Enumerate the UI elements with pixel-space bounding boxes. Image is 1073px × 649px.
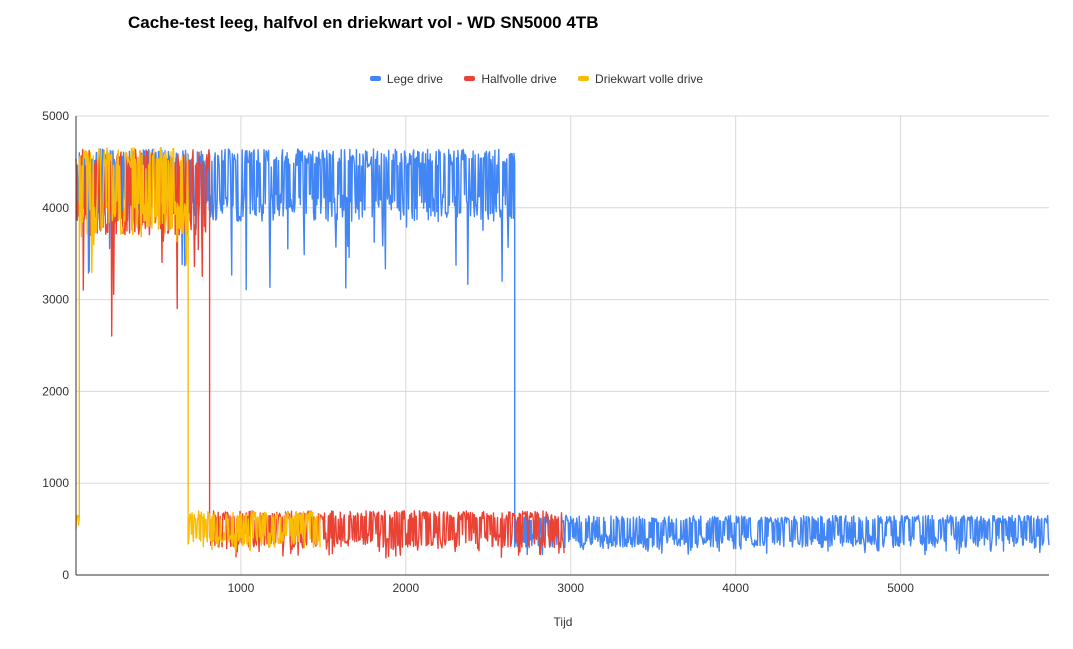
legend-label-halfvolle-drive: Halfvolle drive [481, 72, 557, 86]
y-tick-label: 3000 [42, 293, 69, 307]
y-tick-label: 2000 [42, 384, 69, 398]
plot-area [75, 146, 1050, 559]
series-line-driekwart-volle-drive[interactable] [75, 146, 321, 554]
legend-swatch-driekwart-volle-drive [578, 76, 590, 82]
legend-swatch-halfvolle-drive [464, 76, 476, 82]
chart-legend: Lege drive Halfvolle drive Driekwart vol… [0, 72, 1073, 86]
x-tick-label: 4000 [722, 581, 749, 595]
legend-label-lege-drive: Lege drive [386, 72, 443, 86]
x-tick-label: 1000 [228, 581, 255, 595]
legend-item-driekwart-volle-drive[interactable]: Driekwart volle drive [578, 72, 703, 86]
y-tick-label: 5000 [42, 109, 69, 123]
series-line-lege-drive[interactable] [75, 148, 1050, 556]
legend-label-driekwart-volle-drive: Driekwart volle drive [595, 72, 704, 86]
x-tick-label: 5000 [887, 581, 914, 595]
y-tick-label: 4000 [42, 201, 69, 215]
legend-swatch-lege-drive [369, 76, 381, 82]
legend-item-lege-drive[interactable]: Lege drive [369, 72, 443, 86]
axes: 0 1000 2000 3000 4000 5000 1000 2000 3000 4000 500… [42, 109, 1049, 595]
legend-item-halfvolle-drive[interactable]: Halfvolle drive [464, 72, 557, 86]
x-tick-label: 3000 [557, 581, 584, 595]
chart-title: Cache-test leeg, halfvol en driekwart vo… [128, 13, 599, 32]
x-axis-label: Tijd [554, 615, 573, 629]
x-tick-label: 2000 [392, 581, 419, 595]
y-tick-label: 1000 [42, 476, 69, 490]
y-tick-label: 0 [62, 568, 69, 582]
